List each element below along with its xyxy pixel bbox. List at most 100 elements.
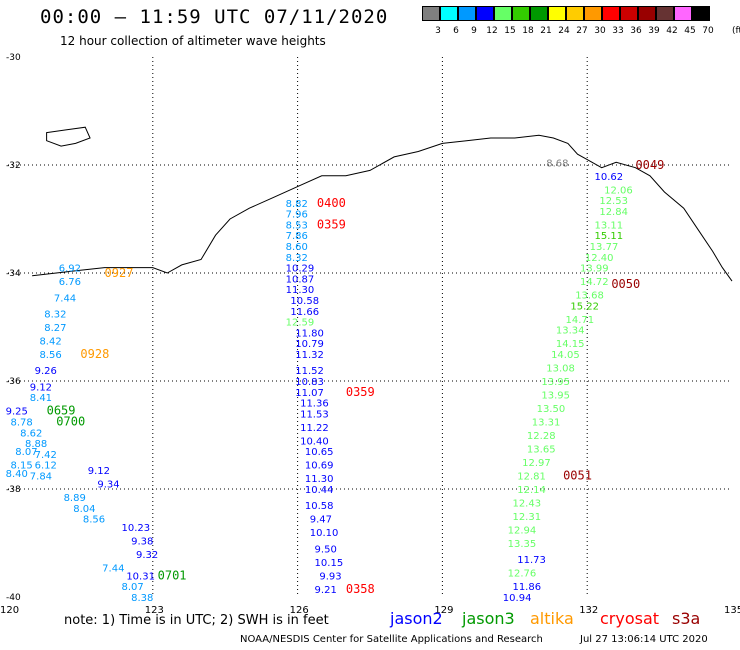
wave-height-label: 8.04	[73, 504, 95, 515]
mission-label-altika: altika	[530, 609, 574, 628]
wave-height-label: 13.11	[595, 220, 624, 231]
wave-height-label: 11.86	[512, 582, 541, 593]
pass-time-label: 0928	[80, 347, 109, 361]
wave-height-label: 12.94	[508, 526, 537, 537]
wave-height-label: 8.78	[10, 418, 32, 429]
wave-height-label: 14.15	[556, 339, 585, 350]
scale-swatch	[638, 6, 656, 21]
lon-tick-label: 123	[145, 605, 164, 616]
scale-label: 6	[453, 26, 459, 36]
scale-label: 70	[702, 26, 714, 36]
wave-height-label: 8.62	[20, 428, 42, 439]
wave-height-label: 11.32	[295, 350, 324, 361]
wave-height-label: 9.25	[6, 407, 28, 418]
wave-height-label: 9.26	[35, 366, 57, 377]
pass-time-label: 0400	[317, 196, 346, 210]
wave-height-label: 13.31	[532, 418, 561, 429]
scale-swatch	[692, 6, 710, 21]
pass-time-label: 0927	[105, 266, 134, 280]
wave-height-label: 15.22	[570, 301, 599, 312]
pass-time-label: 0701	[158, 568, 187, 582]
wave-height-label: 8.32	[286, 253, 308, 264]
wave-height-label: 8.07	[121, 582, 143, 593]
lon-tick-label: 120	[0, 605, 19, 616]
wave-height-label: 13.08	[546, 364, 575, 375]
scale-label: 12	[486, 26, 498, 36]
wave-height-label: 10.44	[305, 485, 334, 496]
scale-swatch	[620, 6, 638, 21]
wave-height-label: 14.05	[551, 350, 580, 361]
wave-height-label: 13.65	[527, 445, 556, 456]
wave-height-label: 12.31	[512, 512, 541, 523]
wave-height-label: 9.50	[315, 544, 337, 555]
wave-height-label: 12.06	[604, 185, 633, 196]
mission-label-jason3: jason3	[462, 609, 515, 628]
wave-height-label: 12.53	[599, 196, 628, 207]
wave-height-label: 11.30	[286, 285, 315, 296]
wave-height-label: 11.80	[295, 328, 324, 339]
wave-height-label: 11.07	[295, 388, 324, 399]
scale-swatch	[458, 6, 476, 21]
pass-time-label: 0050	[611, 277, 640, 291]
scale-swatch	[512, 6, 530, 21]
wave-height-label: 10.23	[121, 523, 150, 534]
wave-height-label: 10.79	[295, 339, 324, 350]
lat-tick-label: -32	[6, 161, 21, 171]
wave-height-label: 10.69	[305, 461, 334, 472]
map-title: 00:00 – 11:59 UTC 07/11/2020	[40, 6, 389, 28]
footer-credit: NOAA/NESDIS Center for Satellite Applica…	[240, 634, 543, 645]
pass-time-label: 0358	[346, 582, 375, 596]
scale-swatch	[548, 6, 566, 21]
lat-tick-label: -38	[6, 485, 21, 495]
wave-height-label: 13.77	[590, 242, 619, 253]
wave-height-label: 7.44	[102, 563, 124, 574]
scale-label: 21	[540, 26, 552, 36]
wave-height-label: 8.41	[30, 393, 52, 404]
wave-height-label: 11.66	[290, 307, 319, 318]
map-subtitle: 12 hour collection of altimeter wave hei…	[60, 34, 326, 48]
scale-label: 45	[684, 26, 696, 36]
scale-unit: (ft)	[732, 26, 740, 36]
lat-tick-label: -34	[6, 269, 21, 279]
wave-height-label: 9.12	[88, 466, 110, 477]
mission-label-jason2: jason2	[390, 609, 443, 628]
pass-time-label: 0700	[56, 415, 85, 429]
footer-date: Jul 27 13:06:14 UTC 2020	[580, 634, 708, 645]
wave-height-label: 7.42	[35, 450, 57, 461]
scale-label: 36	[630, 26, 642, 36]
wave-height-label: 9.38	[131, 536, 153, 547]
wave-height-label: 8.82	[286, 199, 308, 210]
scale-label: 24	[558, 26, 570, 36]
wave-height-label: 12.43	[512, 499, 541, 510]
wave-height-label: 7.86	[286, 231, 308, 242]
scale-swatch	[656, 6, 674, 21]
scale-swatch	[674, 6, 692, 21]
lon-tick-label: 132	[579, 605, 598, 616]
wave-height-label: 8.60	[286, 242, 308, 253]
wave-height-label: 10.83	[295, 377, 324, 388]
wave-height-label: 14.71	[566, 315, 595, 326]
scale-label: 18	[522, 26, 534, 36]
wave-height-label: 13.50	[537, 404, 566, 415]
wave-height-label: 8.40	[6, 469, 28, 480]
wave-height-label: 12.97	[522, 458, 551, 469]
scale-swatch	[494, 6, 512, 21]
pass-time-label: 0359	[317, 217, 346, 231]
wave-height-label: 7.44	[54, 293, 76, 304]
scale-label: 39	[648, 26, 660, 36]
wave-height-label: 13.95	[541, 377, 570, 388]
scale-label: 30	[594, 26, 606, 36]
wave-height-label: 13.95	[541, 391, 570, 402]
wave-height-label: 8.53	[286, 220, 308, 231]
wave-height-label: 13.68	[575, 291, 604, 302]
wave-height-label: 8.68	[546, 158, 568, 169]
wave-height-label: 6.76	[59, 277, 81, 288]
wave-height-label: 10.65	[305, 447, 334, 458]
scale-swatch	[422, 6, 440, 21]
wave-height-label: 10.15	[315, 558, 344, 569]
wave-height-label: 11.22	[300, 423, 329, 434]
wave-height-label: 11.53	[300, 409, 329, 420]
pass-time-label: 0049	[635, 158, 664, 172]
wave-height-label: 10.58	[305, 501, 334, 512]
wave-height-label: 10.94	[503, 593, 532, 604]
